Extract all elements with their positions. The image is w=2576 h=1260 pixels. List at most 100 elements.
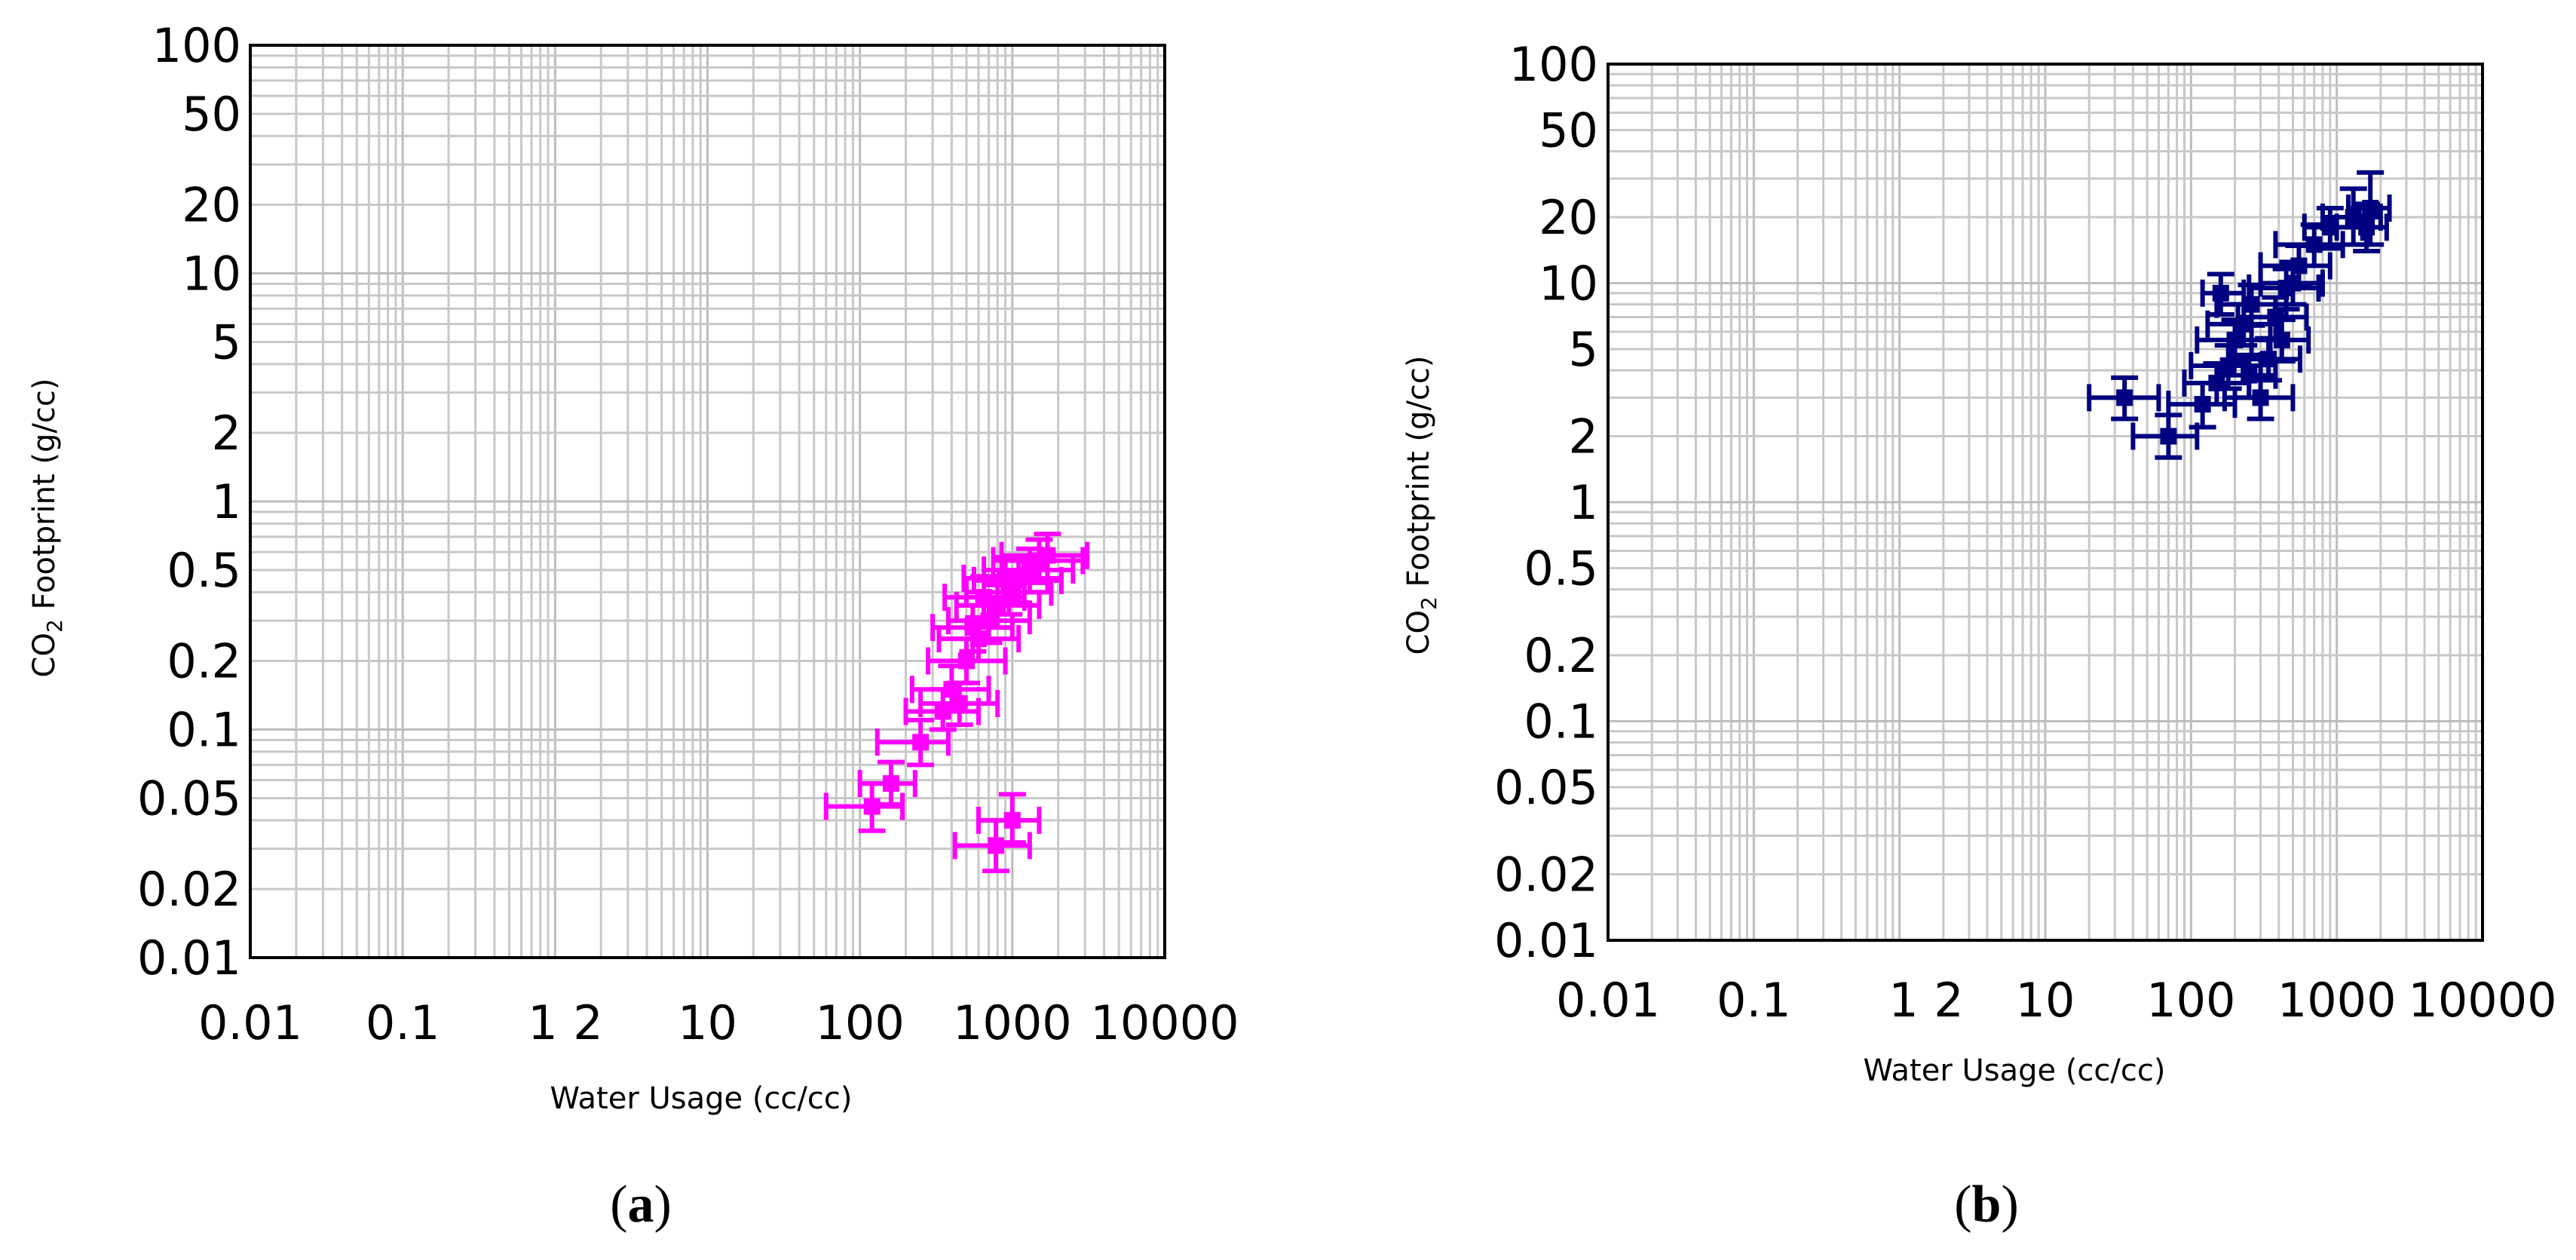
data-marker [2241, 366, 2258, 384]
grid [1607, 64, 2483, 942]
y-tick-label: 5 [1569, 322, 1598, 377]
y-tick-label: 10 [182, 247, 241, 302]
y-tick-label: 0.5 [1524, 541, 1598, 596]
grid [249, 45, 1165, 959]
panel-label-open: ( [610, 1176, 627, 1234]
panel-label-open: ( [1954, 1176, 1971, 1234]
data-marker [976, 589, 993, 606]
y-tick-label: 1 [1569, 475, 1598, 530]
data-marker [2116, 389, 2133, 406]
data-point [874, 717, 951, 768]
data-marker [2212, 284, 2229, 302]
panel-label-letter: a [628, 1176, 654, 1234]
data-marker [988, 837, 1005, 854]
data-point [2200, 271, 2247, 317]
panel-label: (b) [1954, 1176, 2019, 1234]
y-axis-label-subscript: 2 [1417, 596, 1441, 610]
data-marker [1003, 811, 1021, 829]
data-point [2087, 375, 2161, 422]
x-tick-label: 10000 [2408, 973, 2556, 1028]
data-point [930, 602, 1015, 654]
data-point [952, 817, 1032, 873]
data-marker [863, 798, 881, 815]
plot-frame [1607, 63, 2484, 942]
x-tick-label: 100 [815, 995, 904, 1050]
y-tick-label: 100 [152, 18, 241, 73]
y-tick-label: 0.02 [1494, 848, 1598, 903]
x-tick-label: 1000 [2277, 973, 2397, 1028]
y-tick-label: 5 [212, 315, 241, 370]
x-tick-label: 0.01 [1556, 973, 1660, 1028]
data-series [823, 532, 1090, 873]
data-point [2249, 317, 2311, 364]
data-marker [2160, 428, 2177, 445]
y-axis-label-rest: Footprint (g/cc) [27, 379, 62, 620]
x-tick-label: 2 [1934, 973, 1963, 1028]
data-point [857, 759, 917, 807]
y-tick-label: 50 [182, 87, 241, 142]
y-tick-label: 0.05 [1494, 760, 1598, 815]
x-tick-label: 0.1 [1717, 973, 1791, 1028]
y-tick-label: 0.1 [167, 703, 241, 758]
y-tick-label: 2 [1569, 409, 1598, 464]
y-tick-label: 0.02 [137, 862, 241, 917]
x-tick-label: 100 [2146, 973, 2235, 1028]
data-marker [2362, 200, 2379, 217]
data-point [2130, 412, 2200, 460]
panel-label: (a) [610, 1176, 672, 1234]
y-axis-label-main: CO [1401, 610, 1436, 655]
data-marker [951, 695, 968, 713]
data-marker [2194, 396, 2211, 413]
x-tick-label: 2 [573, 995, 602, 1050]
x-tick-label: 1 [528, 995, 557, 1050]
y-tick-label: 50 [1539, 103, 1598, 158]
y-tick-label: 10 [1539, 256, 1598, 311]
x-tick-label: 1 [1888, 973, 1918, 1028]
x-axis-label: Water Usage (cc/cc) [1864, 1053, 2166, 1088]
data-marker [2321, 219, 2339, 236]
data-marker [997, 570, 1014, 587]
data-marker [934, 703, 951, 720]
data-marker [2273, 331, 2290, 348]
y-tick-label: 0.5 [167, 543, 241, 598]
data-marker [2284, 274, 2302, 292]
y-tick-label: 20 [182, 177, 241, 232]
data-point [903, 687, 981, 732]
panel-label-letter: b [1972, 1176, 2002, 1234]
data-marker [912, 734, 930, 751]
data-point [2218, 352, 2278, 400]
y-tick-label: 100 [1509, 37, 1598, 92]
x-tick-label: 10 [2016, 973, 2075, 1028]
y-axis-label-rest: Footprint (g/cc) [1401, 356, 1436, 597]
y-tick-label: 0.2 [1524, 628, 1598, 683]
x-axis-label: Water Usage (cc/cc) [550, 1081, 853, 1116]
y-tick-label: 0.2 [167, 633, 241, 688]
y-tick-label: 1 [212, 474, 241, 529]
y-axis-label-main: CO [27, 633, 62, 677]
y-tick-label: 0.01 [137, 930, 241, 986]
y-tick-label: 0.1 [1524, 694, 1598, 750]
y-axis-label: CO2 Footprint (g/cc) [1401, 356, 1441, 655]
y-tick-label: 20 [1539, 190, 1598, 245]
data-point [2258, 259, 2325, 307]
plot-frame [249, 44, 1166, 959]
x-tick-label: 10 [678, 995, 737, 1050]
data-marker [1039, 547, 1056, 564]
panel-label-close: ) [654, 1176, 672, 1234]
data-marker [882, 775, 899, 792]
y-tick-label: 0.01 [1494, 913, 1598, 968]
panel-label-close: ) [2001, 1176, 2018, 1234]
x-tick-label: 0.1 [366, 995, 440, 1050]
x-tick-label: 1000 [953, 995, 1072, 1050]
x-tick-label: 10000 [1090, 995, 1239, 1050]
y-tick-label: 2 [212, 406, 241, 461]
x-tick-label: 0.01 [198, 995, 302, 1050]
y-axis-label-subscript: 2 [42, 619, 67, 633]
y-axis-label: CO2 Footprint (g/cc) [27, 379, 67, 678]
data-series [2087, 170, 2392, 460]
y-tick-label: 0.05 [137, 771, 241, 826]
data-point [918, 680, 1000, 728]
